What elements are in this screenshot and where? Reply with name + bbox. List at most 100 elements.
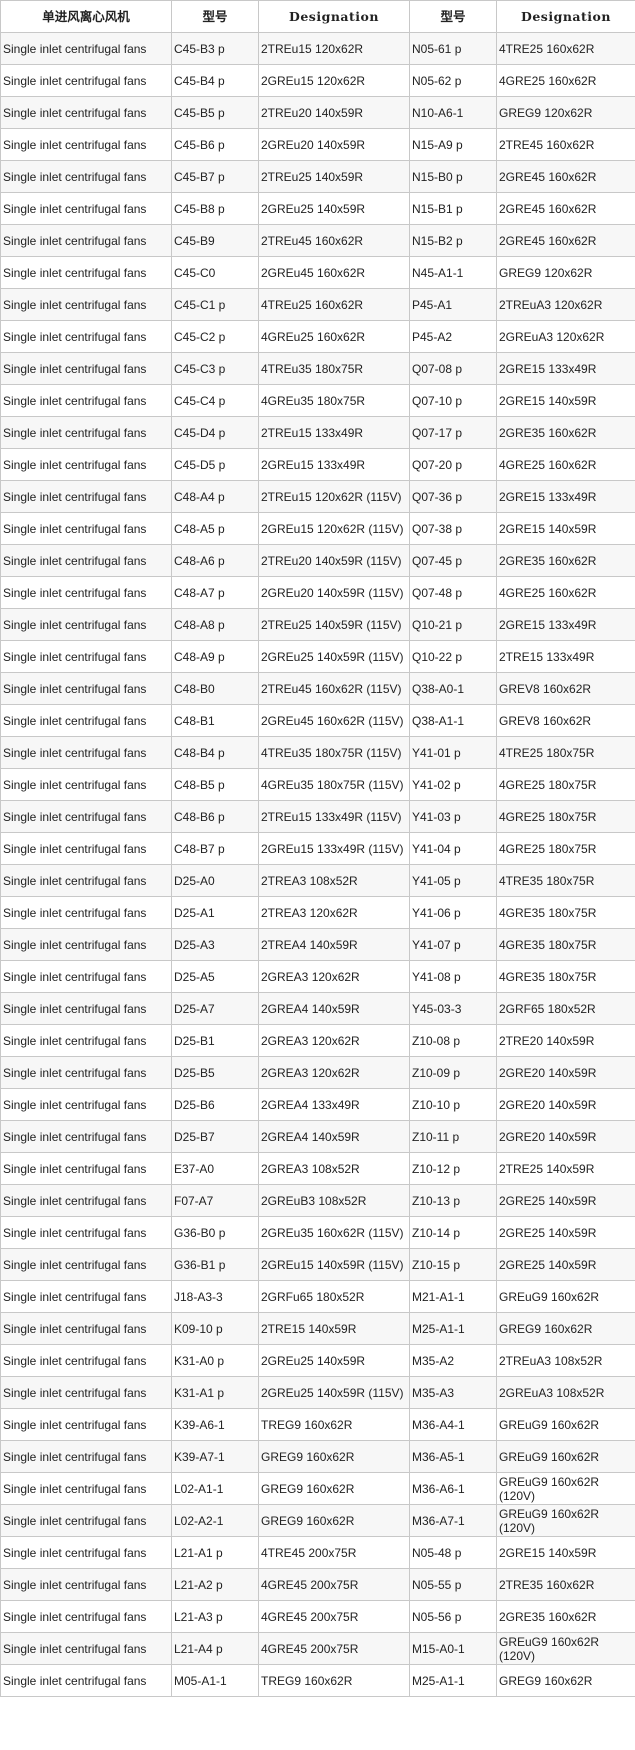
table-cell: Single inlet centrifugal fans: [0, 512, 172, 545]
table-cell: GREG9 160x62R: [496, 1664, 635, 1697]
table-cell: 4TREu35 180x75R: [258, 352, 410, 385]
table-cell: N05-62 p: [409, 64, 497, 97]
table-cell: N15-B2 p: [409, 224, 497, 257]
header-cell: 型号: [171, 0, 259, 33]
table-cell: 4TRE45 200x75R: [258, 1536, 410, 1569]
table-cell: L21-A3 p: [171, 1600, 259, 1633]
table-cell: 2GRE45 160x62R: [496, 160, 635, 193]
table-cell: GREG9 120x62R: [496, 256, 635, 289]
table-cell: L21-A4 p: [171, 1632, 259, 1665]
table-cell: 2GREA4 133x49R: [258, 1088, 410, 1121]
table-cell: 2GRE15 140x59R: [496, 512, 635, 545]
table-cell: Single inlet centrifugal fans: [0, 192, 172, 225]
table-cell: 2GREu15 120x62R (115V): [258, 512, 410, 545]
table-cell: Z10-14 p: [409, 1216, 497, 1249]
table-row: Single inlet centrifugal fans L21-A3 p 4GR…: [0, 1600, 635, 1633]
table-row: Single inlet centrifugal fans G36-B1 p 2GR…: [0, 1248, 635, 1281]
table-cell: M36-A6-1: [409, 1472, 497, 1505]
table-cell: C48-A4 p: [171, 480, 259, 513]
table-cell: Single inlet centrifugal fans: [0, 1056, 172, 1089]
table-cell: Single inlet centrifugal fans: [0, 1536, 172, 1569]
table-row: Single inlet centrifugal fans F07-A7 2GREu…: [0, 1184, 635, 1217]
table-cell: 2GRE20 140x59R: [496, 1056, 635, 1089]
table-cell: 2TREu15 133x49R (115V): [258, 800, 410, 833]
table-row: Single inlet centrifugal fans C48-A6 p 2TR…: [0, 544, 635, 577]
table-cell: P45-A1: [409, 288, 497, 321]
table-cell: Single inlet centrifugal fans: [0, 1344, 172, 1377]
table-cell: 4GRE35 180x75R: [496, 928, 635, 961]
table-row: Single inlet centrifugal fans C45-B6 p 2GR…: [0, 128, 635, 161]
table-cell: 2GREA3 120x62R: [258, 960, 410, 993]
table-cell: Y41-01 p: [409, 736, 497, 769]
table-cell: 2TREu25 140x59R: [258, 160, 410, 193]
table-cell: 4GRE25 160x62R: [496, 448, 635, 481]
table-cell: Q10-22 p: [409, 640, 497, 673]
table-cell: 2TREuA3 120x62R: [496, 288, 635, 321]
table-cell: Q07-17 p: [409, 416, 497, 449]
fan-table: 单进风离心风机 型号 Designation 型号 Designation Single…: [0, 0, 635, 1697]
table-row: Single inlet centrifugal fans C45-C4 p 4GR…: [0, 384, 635, 417]
table-cell: Single inlet centrifugal fans: [0, 352, 172, 385]
table-cell: M36-A4-1: [409, 1408, 497, 1441]
table-row: Single inlet centrifugal fans C45-C0 2GREu…: [0, 256, 635, 289]
table-cell: Y41-02 p: [409, 768, 497, 801]
table-cell: Single inlet centrifugal fans: [0, 96, 172, 129]
header-cell: 单进风离心风机: [0, 0, 172, 33]
table-cell: C45-C0: [171, 256, 259, 289]
table-row: Single inlet centrifugal fans M05-A1-1 TRE…: [0, 1664, 635, 1697]
table-cell: C48-B0: [171, 672, 259, 705]
table-cell: Single inlet centrifugal fans: [0, 1248, 172, 1281]
table-cell: 2GREA3 108x52R: [258, 1152, 410, 1185]
table-row: Single inlet centrifugal fans C45-C3 p 4TR…: [0, 352, 635, 385]
table-cell: 2TRE25 140x59R: [496, 1152, 635, 1185]
table-cell: C45-C2 p: [171, 320, 259, 353]
table-cell: Z10-08 p: [409, 1024, 497, 1057]
table-cell: M05-A1-1: [171, 1664, 259, 1697]
table-cell: 2TREA4 140x59R: [258, 928, 410, 961]
table-cell: 2GRE25 140x59R: [496, 1216, 635, 1249]
table-cell: 2GREu25 140x59R (115V): [258, 640, 410, 673]
table-cell: 2GRFu65 180x52R: [258, 1280, 410, 1313]
table-cell: 2GREu20 140x59R: [258, 128, 410, 161]
table-cell: M25-A1-1: [409, 1664, 497, 1697]
table-row: Single inlet centrifugal fans D25-B6 2GREA…: [0, 1088, 635, 1121]
table-cell: Single inlet centrifugal fans: [0, 576, 172, 609]
table-cell: GREuG9 160x62R: [496, 1280, 635, 1313]
table-cell: N15-A9 p: [409, 128, 497, 161]
table-row: Single inlet centrifugal fans K09-10 p 2TR…: [0, 1312, 635, 1345]
table-cell: L02-A1-1: [171, 1472, 259, 1505]
table-cell: Single inlet centrifugal fans: [0, 928, 172, 961]
table-cell: M21-A1-1: [409, 1280, 497, 1313]
table-row: Single inlet centrifugal fans D25-B1 2GREA…: [0, 1024, 635, 1057]
table-cell: N10-A6-1: [409, 96, 497, 129]
table-cell: Y41-06 p: [409, 896, 497, 929]
table-cell: Single inlet centrifugal fans: [0, 448, 172, 481]
table-cell: Q38-A1-1: [409, 704, 497, 737]
table-row: Single inlet centrifugal fans C45-B5 p 2TR…: [0, 96, 635, 129]
table-cell: M25-A1-1: [409, 1312, 497, 1345]
table-cell: 2GREu15 133x49R: [258, 448, 410, 481]
table-cell: Single inlet centrifugal fans: [0, 384, 172, 417]
table-row: Single inlet centrifugal fans C45-B7 p 2TR…: [0, 160, 635, 193]
table-cell: C45-B8 p: [171, 192, 259, 225]
table-cell: GREV8 160x62R: [496, 704, 635, 737]
table-cell: Y41-08 p: [409, 960, 497, 993]
table-cell: 4GRE45 200x75R: [258, 1632, 410, 1665]
table-cell: C45-D5 p: [171, 448, 259, 481]
table-row: Single inlet centrifugal fans C48-B4 p 4TR…: [0, 736, 635, 769]
table-cell: Single inlet centrifugal fans: [0, 1600, 172, 1633]
table-cell: 2TREu20 140x59R: [258, 96, 410, 129]
table-cell: F07-A7: [171, 1184, 259, 1217]
table-cell: N05-61 p: [409, 32, 497, 65]
table-cell: 2GRE25 140x59R: [496, 1184, 635, 1217]
table-cell: L02-A2-1: [171, 1504, 259, 1537]
table-cell: 2TRE45 160x62R: [496, 128, 635, 161]
table-row: Single inlet centrifugal fans C48-A5 p 2GR…: [0, 512, 635, 545]
table-row: Single inlet centrifugal fans L02-A2-1 GRE…: [0, 1504, 635, 1537]
table-cell: 2GRE15 133x49R: [496, 608, 635, 641]
table-cell: L21-A1 p: [171, 1536, 259, 1569]
table-cell: M36-A5-1: [409, 1440, 497, 1473]
table-cell: Single inlet centrifugal fans: [0, 1216, 172, 1249]
table-row: Single inlet centrifugal fans C45-B3 p 2TR…: [0, 32, 635, 65]
